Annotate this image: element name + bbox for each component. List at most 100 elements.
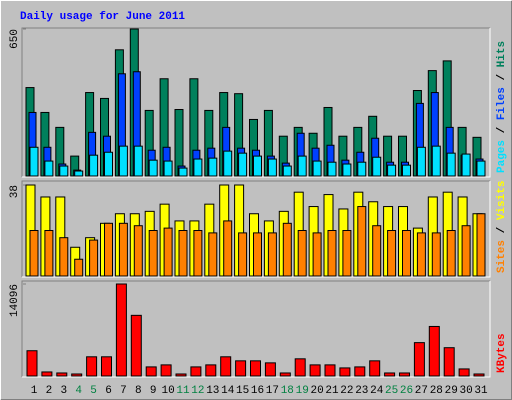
bar: [44, 160, 54, 177]
bar: [446, 230, 456, 277]
x-tick-label: 23: [355, 385, 368, 397]
x-tick-label: 25: [385, 385, 398, 397]
bar: [208, 232, 218, 277]
bar: [282, 165, 292, 177]
bar: [178, 230, 188, 277]
bar: [339, 367, 351, 377]
bar: [175, 373, 187, 377]
bar: [327, 230, 337, 277]
x-tick-label: 15: [236, 385, 249, 397]
x-tick-label: 3: [60, 385, 67, 397]
bar: [402, 230, 411, 277]
bar: [205, 364, 217, 377]
bar: [279, 372, 291, 377]
x-tick-label: 28: [430, 385, 443, 397]
bar: [294, 358, 306, 377]
bar: [428, 325, 440, 377]
legend-entry: Hits: [496, 41, 508, 67]
bar: [372, 156, 382, 177]
bar: [148, 230, 158, 277]
bar: [282, 222, 292, 277]
bar: [369, 360, 381, 377]
x-tick-label: 21: [325, 385, 339, 397]
bar: [208, 157, 218, 177]
bar: [238, 152, 248, 177]
bar: [416, 232, 426, 277]
x-tick-label: 26: [400, 385, 413, 397]
bar: [267, 232, 277, 277]
bar: [26, 350, 38, 377]
bar: [354, 366, 366, 377]
bar: [130, 314, 142, 377]
bar: [253, 155, 262, 177]
bar: [312, 160, 322, 177]
bar: [461, 225, 471, 277]
bar: [89, 239, 99, 277]
panel-frame: [21, 27, 490, 177]
x-tick-label: 27: [415, 385, 428, 397]
legend-separator: /: [496, 67, 508, 87]
legend-entry: Files: [496, 87, 508, 120]
legend: Sites / Visits: [496, 181, 508, 273]
x-tick-label: 2: [46, 385, 53, 397]
bar: [118, 145, 128, 177]
bar: [312, 232, 322, 277]
x-tick-label: 29: [445, 385, 458, 397]
x-tick-label: 14: [221, 385, 235, 397]
bar: [399, 372, 410, 377]
panel-frame: [22, 281, 491, 378]
bar: [327, 161, 337, 177]
x-tick-label: 20: [310, 385, 323, 397]
y-tick-label: 38: [9, 185, 21, 198]
bar: [148, 159, 158, 177]
bar: [86, 356, 98, 377]
bar: [324, 364, 336, 377]
legend-entry: Sites: [496, 240, 508, 273]
legend-entry: Pages: [496, 140, 508, 173]
bar: [74, 170, 84, 177]
bar: [372, 225, 382, 277]
bar: [71, 373, 83, 377]
x-tick-label: 4: [75, 385, 82, 397]
panel-frame: [21, 280, 490, 377]
bar: [402, 164, 411, 177]
bar: [193, 230, 203, 277]
x-tick-label: 18: [281, 385, 294, 397]
x-tick-label: 8: [135, 385, 142, 397]
bar: [458, 368, 470, 377]
bar: [267, 158, 277, 177]
bar: [476, 160, 486, 177]
bar: [163, 160, 173, 177]
legend-separator: /: [496, 220, 508, 240]
bar: [297, 230, 307, 277]
bar: [342, 163, 352, 177]
bar: [235, 360, 247, 377]
x-tick-label: 31: [474, 385, 488, 397]
panel-frame: [22, 181, 491, 278]
bar: [443, 347, 455, 377]
legend-separator: /: [496, 120, 508, 140]
x-tick-label: 10: [161, 385, 174, 397]
bar: [29, 146, 39, 177]
x-tick-label: 16: [251, 385, 264, 397]
bar: [115, 283, 127, 377]
bar: [473, 373, 485, 377]
bar: [416, 146, 426, 177]
bar: [476, 213, 486, 277]
x-tick-label: 11: [176, 385, 190, 397]
x-tick-label: 24: [370, 385, 384, 397]
bar: [160, 364, 172, 377]
bar: [446, 152, 456, 177]
bar: [118, 222, 128, 277]
panel-frame: [22, 28, 491, 178]
bar: [264, 362, 276, 377]
bar: [59, 237, 69, 277]
bar: [357, 206, 367, 277]
bar: [250, 360, 261, 377]
y-tick-label: 14096: [9, 284, 21, 317]
bar: [41, 371, 53, 377]
bar: [387, 164, 397, 177]
chart-title: Daily usage for June 2011: [20, 11, 185, 23]
